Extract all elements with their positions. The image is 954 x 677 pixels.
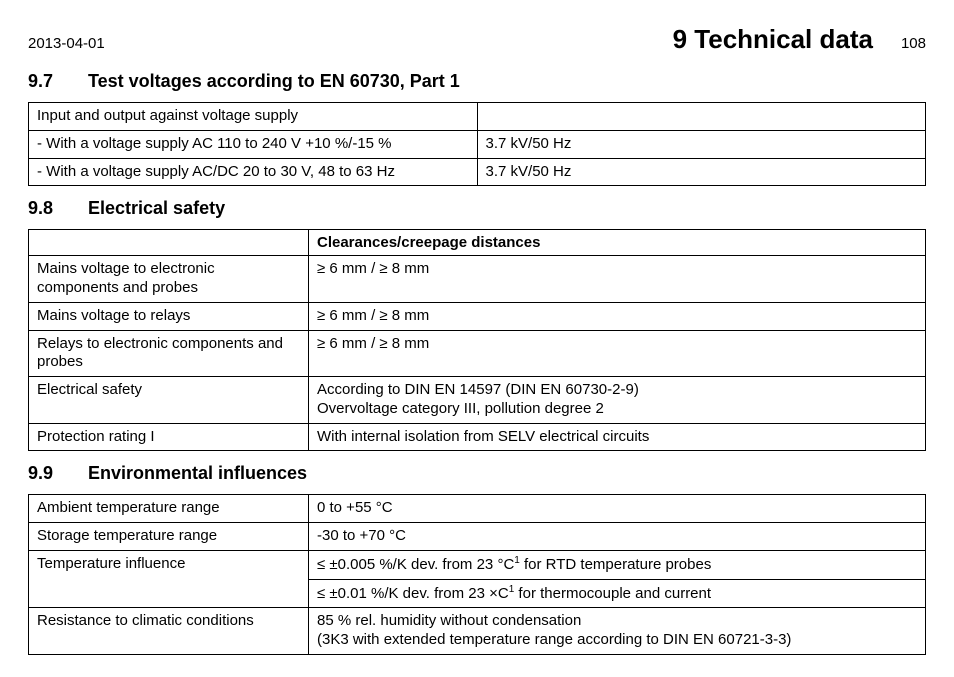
section-title: Test voltages according to EN 60730, Par… <box>88 71 460 91</box>
table-row: Temperature influence ≤ ±0.005 %/K dev. … <box>29 550 926 579</box>
table-header-cell <box>29 230 309 256</box>
table-row: Ambient temperature range 0 to +55 °C <box>29 495 926 523</box>
table-header-row: Clearances/creepage distances <box>29 230 926 256</box>
table-cell: 85 % rel. humidity without condensation(… <box>309 608 926 655</box>
section-title: Environmental influences <box>88 463 307 483</box>
table-cell: With internal isolation from SELV electr… <box>309 423 926 451</box>
section-heading-9-8: 9.8Electrical safety <box>28 198 926 219</box>
table-cell: 3.7 kV/50 Hz <box>477 130 926 158</box>
table-row: Electrical safety According to DIN EN 14… <box>29 377 926 424</box>
cell-text-post: for RTD temperature probes <box>520 556 711 573</box>
section-number: 9.8 <box>28 198 88 219</box>
table-cell: Protection rating I <box>29 423 309 451</box>
table-header-cell: Clearances/creepage distances <box>309 230 926 256</box>
table-cell: According to DIN EN 14597 (DIN EN 60730-… <box>309 377 926 424</box>
table-cell: ≥ 6 mm / ≥ 8 mm <box>309 256 926 303</box>
cell-text-pre: ≤ ±0.01 %/K dev. from 23 ×C <box>317 585 509 602</box>
cell-text-pre: ≤ ±0.005 %/K dev. from 23 °C <box>317 556 514 573</box>
page-number: 108 <box>901 35 926 52</box>
page-header: 2013-04-01 9 Technical data 108 <box>28 24 926 55</box>
table-row: Resistance to climatic conditions 85 % r… <box>29 608 926 655</box>
table-cell: Storage temperature range <box>29 523 309 551</box>
section-heading-9-7: 9.7Test voltages according to EN 60730, … <box>28 71 926 92</box>
table-cell: Electrical safety <box>29 377 309 424</box>
table-row: ≤ ±0.01 %/K dev. from 23 ×C1 for thermoc… <box>29 579 926 608</box>
table-cell: ≥ 6 mm / ≥ 8 mm <box>309 302 926 330</box>
table-cell: 0 to +55 °C <box>309 495 926 523</box>
table-test-voltages: Input and output against voltage supply … <box>28 102 926 186</box>
table-row: Mains voltage to relays ≥ 6 mm / ≥ 8 mm <box>29 302 926 330</box>
table-cell: ≤ ±0.005 %/K dev. from 23 °C1 for RTD te… <box>309 550 926 579</box>
table-cell: -30 to +70 °C <box>309 523 926 551</box>
cell-text-post: for thermocouple and current <box>514 585 711 602</box>
table-cell: ≤ ±0.01 %/K dev. from 23 ×C1 for thermoc… <box>309 579 926 608</box>
table-row: Protection rating I With internal isolat… <box>29 423 926 451</box>
table-electrical-safety: Clearances/creepage distances Mains volt… <box>28 229 926 451</box>
table-cell <box>29 579 309 608</box>
table-cell: 3.7 kV/50 Hz <box>477 158 926 186</box>
table-cell: Temperature influence <box>29 550 309 579</box>
table-cell: Relays to electronic components and prob… <box>29 330 309 377</box>
table-row: Mains voltage to electronic components a… <box>29 256 926 303</box>
table-cell: Mains voltage to relays <box>29 302 309 330</box>
document-date: 2013-04-01 <box>28 35 105 52</box>
table-cell: - With a voltage supply AC/DC 20 to 30 V… <box>29 158 478 186</box>
table-row: Relays to electronic components and prob… <box>29 330 926 377</box>
section-number: 9.9 <box>28 463 88 484</box>
table-cell: - With a voltage supply AC 110 to 240 V … <box>29 130 478 158</box>
table-cell: ≥ 6 mm / ≥ 8 mm <box>309 330 926 377</box>
table-row: Storage temperature range -30 to +70 °C <box>29 523 926 551</box>
chapter-title: 9 Technical data <box>673 24 873 55</box>
table-row: - With a voltage supply AC 110 to 240 V … <box>29 130 926 158</box>
section-heading-9-9: 9.9Environmental influences <box>28 463 926 484</box>
table-cell: Mains voltage to electronic components a… <box>29 256 309 303</box>
table-cell <box>477 103 926 131</box>
chapter-group: 9 Technical data 108 <box>673 24 926 55</box>
table-environmental: Ambient temperature range 0 to +55 °C St… <box>28 494 926 655</box>
table-row: Input and output against voltage supply <box>29 103 926 131</box>
table-cell: Resistance to climatic conditions <box>29 608 309 655</box>
table-row: - With a voltage supply AC/DC 20 to 30 V… <box>29 158 926 186</box>
table-cell: Input and output against voltage supply <box>29 103 478 131</box>
section-title: Electrical safety <box>88 198 225 218</box>
section-number: 9.7 <box>28 71 88 92</box>
table-cell: Ambient temperature range <box>29 495 309 523</box>
